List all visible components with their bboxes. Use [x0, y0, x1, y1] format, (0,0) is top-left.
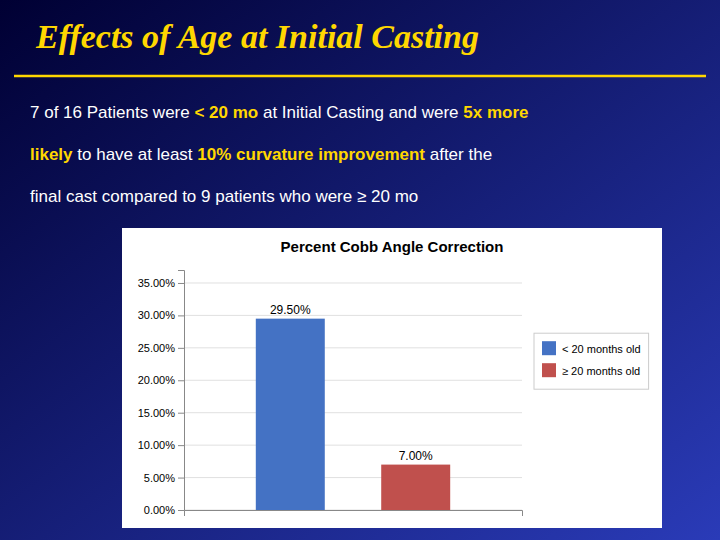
legend-frame [534, 333, 649, 389]
x-axis [185, 511, 523, 517]
grid-line [184, 412, 522, 413]
data-label: 29.50% [270, 303, 311, 317]
grid-line [184, 282, 522, 283]
page: Effects of Age at Initial Casting 7 of 16… [0, 0, 720, 540]
chart-background [122, 228, 662, 528]
tick: 20.00% [138, 374, 184, 386]
grid-line [184, 315, 522, 316]
tick-mark [178, 348, 184, 349]
body-text: at Initial Casting and were [258, 103, 463, 122]
tick-label: 0.00% [144, 504, 175, 516]
chart-title: Percent Cobb Angle Correction [281, 238, 504, 255]
axis-line [185, 511, 523, 517]
body-text: final cast compared to 9 patients who we… [30, 187, 418, 206]
tick-label: 30.00% [138, 309, 176, 321]
body-text: after the [425, 145, 492, 164]
legend-swatch [542, 341, 556, 355]
tick-label: 10.00% [138, 439, 176, 451]
title-rule [14, 75, 706, 78]
tick: 30.00% [138, 309, 184, 321]
tick: 10.00% [138, 439, 184, 451]
body-line: 7 of 16 Patients were < 20 mo at Initial… [30, 103, 529, 122]
body-text: 5x more [463, 103, 528, 122]
legend-item: ≥ 20 months old [542, 363, 640, 377]
tick-mark [178, 380, 184, 381]
data-labels: 29.50% 7.00% [270, 303, 433, 463]
tick-label: 20.00% [138, 374, 176, 386]
tick: 0.00% [144, 504, 184, 516]
grid-line [184, 477, 522, 478]
bar [381, 465, 450, 510]
body-text: to have at least [73, 145, 198, 164]
body-text: 10% curvature improvement [197, 145, 425, 164]
grid-line [184, 445, 522, 446]
background [0, 0, 720, 540]
body-text: 7 of 16 Patients were [30, 103, 194, 122]
legend-swatch [542, 363, 556, 377]
body-line: final cast compared to 9 patients who we… [30, 187, 418, 206]
tick: 15.00% [138, 407, 184, 419]
body-text: likely [30, 145, 73, 164]
legend-item: < 20 months old [542, 341, 641, 355]
tick-label: 35.00% [138, 277, 176, 289]
legend: < 20 months old ≥ 20 months old [534, 333, 649, 389]
y-axis: 0.00% 5.00% 10.00% 15.00% 20.00% 25.00% 30.00%… [138, 271, 185, 517]
data-label: 7.00% [399, 449, 433, 463]
legend-label: < 20 months old [562, 343, 641, 355]
bars [256, 319, 450, 510]
grid-line [184, 380, 522, 381]
tick-label: 25.00% [138, 342, 176, 354]
grid-line [184, 347, 522, 348]
tick: 25.00% [138, 342, 184, 354]
axis-line [178, 271, 185, 511]
tick-mark [178, 478, 184, 479]
plot: 0.00% 5.00% 10.00% 15.00% 20.00% 25.00% 30.00%… [138, 271, 523, 517]
body-line: likely to have at least 10% curvature im… [30, 145, 492, 164]
tick-label: 5.00% [144, 472, 175, 484]
tick-mark [178, 283, 184, 284]
tick-mark [178, 510, 184, 511]
tick: 5.00% [144, 472, 184, 484]
tick-mark [178, 413, 184, 414]
body-text: < 20 mo [194, 103, 258, 122]
page-title: Effects of Age at Initial Casting [35, 18, 479, 55]
bar [256, 319, 325, 510]
tick-label: 15.00% [138, 407, 176, 419]
legend-label: ≥ 20 months old [562, 365, 640, 377]
tick-mark [178, 315, 184, 316]
grid [184, 283, 522, 510]
tick-mark [178, 445, 184, 446]
tick: 35.00% [138, 277, 184, 289]
